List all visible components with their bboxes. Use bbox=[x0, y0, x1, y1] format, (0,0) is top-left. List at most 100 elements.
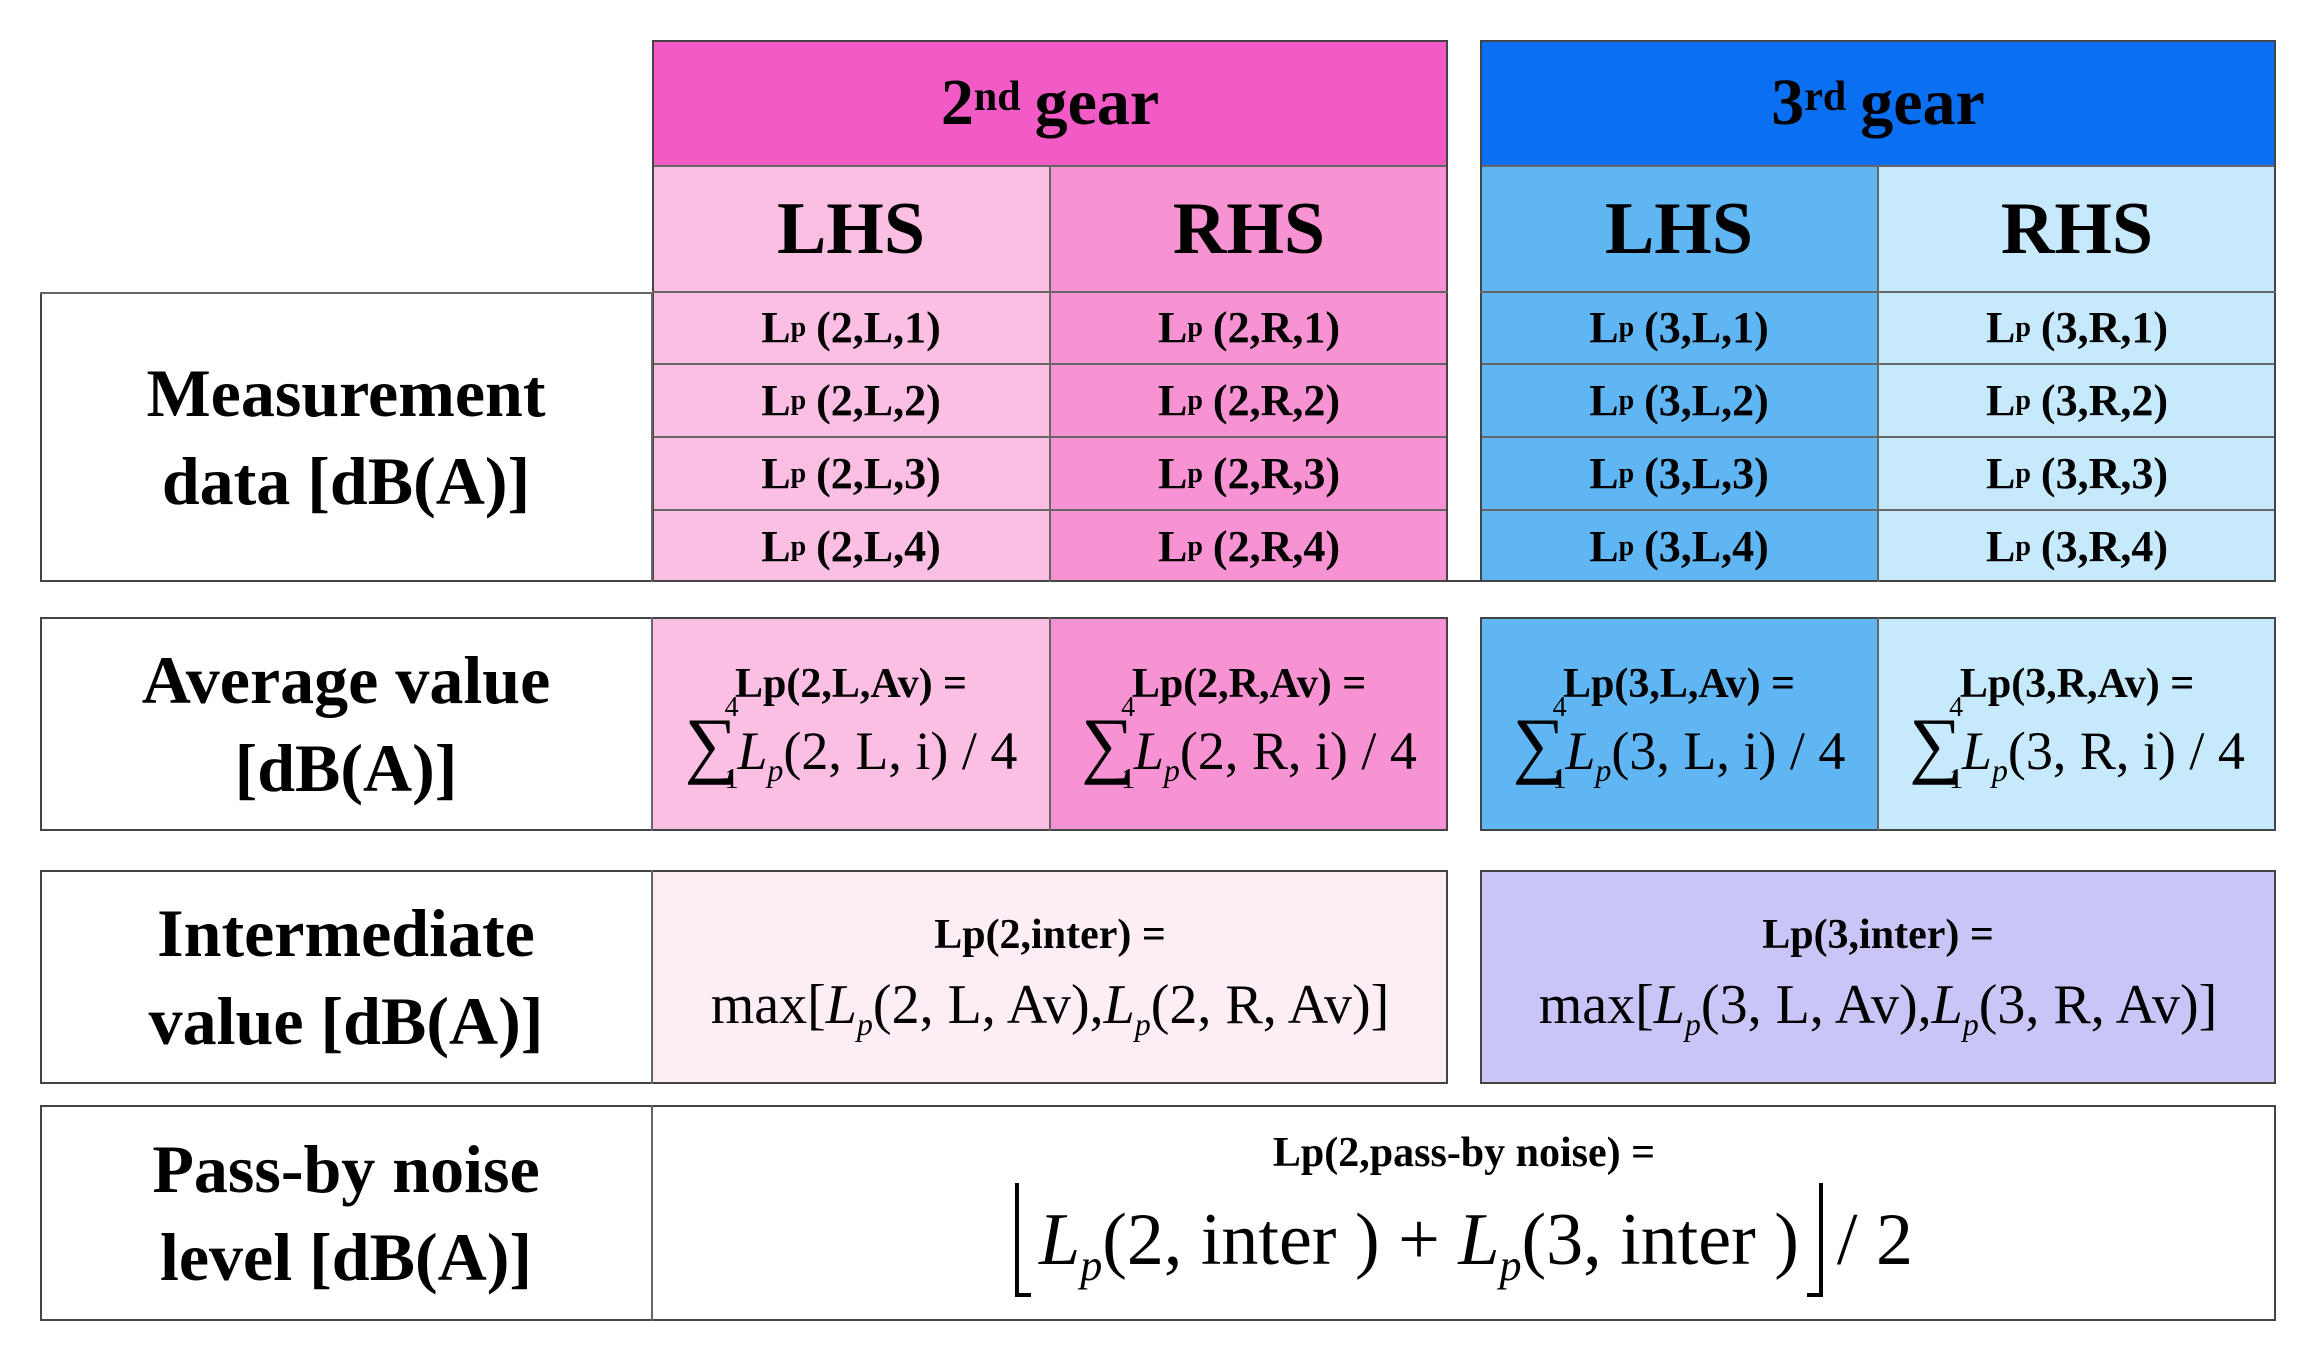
measurement-args: (3,L,2) bbox=[1644, 376, 1769, 425]
measurement-args: (2,R,4) bbox=[1212, 522, 1341, 571]
lp-subscript: p bbox=[1991, 751, 2008, 788]
sum-upper-limit: 4 bbox=[1552, 691, 1567, 723]
max-function: max[ bbox=[710, 973, 826, 1036]
lp-symbol: L bbox=[761, 522, 791, 571]
sum-symbol: ∑ 4 1 bbox=[1909, 691, 1964, 795]
gear-3-word: gear bbox=[1860, 66, 1985, 139]
sum-symbol: ∑ 4 1 bbox=[1081, 691, 1136, 795]
average-label-line1: Average value bbox=[141, 641, 551, 718]
average-label-line2: [dB(A)] bbox=[234, 730, 458, 806]
average-gear-2-lhs: Lp(2,L,Av) = ∑ 4 1 Lp(2, L, i) / 4 bbox=[652, 617, 1050, 831]
lp-subscript: p bbox=[1962, 1006, 1979, 1043]
average-gear-3-lhs: Lp(3,L,Av) = ∑ 4 1 Lp(3, L, i) / 4 bbox=[1480, 617, 1878, 831]
lp-subscript: p bbox=[1187, 384, 1203, 416]
intermediate-gear-3-formula: max[Lp(3, L, Av),Lp(3, R, Av)] bbox=[1539, 973, 2218, 1043]
average-g2-divider bbox=[1049, 617, 1051, 831]
lp-symbol: L bbox=[761, 376, 791, 425]
floor-bracket-right bbox=[1806, 1183, 1823, 1297]
measurement-label-divider bbox=[651, 292, 653, 582]
measurement-args: (2,L,2) bbox=[816, 376, 941, 425]
intermediate-gear-2-arg-b: (2, R, Av)] bbox=[1150, 973, 1390, 1036]
measurement-args: (2,R,2) bbox=[1212, 376, 1341, 425]
lp-subscript: p bbox=[1618, 530, 1635, 562]
measurement-args: (3,R,1) bbox=[2040, 303, 2169, 352]
lp-symbol: L bbox=[1157, 303, 1188, 352]
measurement-row-label: Measurement data [dB(A)] bbox=[40, 292, 652, 582]
sum-lower-limit: 1 bbox=[724, 763, 739, 795]
measurement-label-line2: data [dB(A)] bbox=[161, 443, 531, 519]
lp-symbol: L bbox=[1985, 303, 2016, 352]
measurement-g3-divider bbox=[1877, 292, 1879, 582]
measurement-args: (2,L,1) bbox=[816, 303, 941, 352]
lp-symbol: L bbox=[1157, 522, 1188, 571]
lp-subscript: p bbox=[1595, 751, 1612, 788]
intermediate-right-border bbox=[1480, 870, 2276, 1084]
average-gear-3-rhs-label: Lp(3,R,Av) = bbox=[1959, 660, 2195, 707]
intermediate-label-line2: value [dB(A)] bbox=[148, 983, 544, 1059]
average-gear-3-lhs-args: (3, L, i) / 4 bbox=[1611, 720, 1846, 781]
lp-subscript: p bbox=[790, 384, 807, 416]
lp-symbol: L bbox=[1589, 303, 1619, 352]
intermediate-left-border bbox=[40, 870, 1448, 1084]
average-gear-2-lhs-label: Lp(2,L,Av) = bbox=[734, 660, 967, 707]
average-gear-3-rhs-formula: ∑ 4 1 Lp(3, R, i) / 4 bbox=[1909, 693, 2245, 793]
measurement-args: (2,R,3) bbox=[1212, 449, 1341, 498]
sum-symbol: ∑ 4 1 bbox=[684, 691, 739, 795]
lp-symbol: L bbox=[737, 720, 768, 781]
lp-subscript: p bbox=[1618, 457, 1635, 489]
passby-label: Lp(2,pass-by noise) = bbox=[1272, 1130, 1656, 1176]
gear-3-rhs-header: RHS bbox=[1878, 166, 2276, 292]
lp-symbol: L bbox=[1589, 522, 1619, 571]
measurement-args: (3,R,4) bbox=[2040, 522, 2169, 571]
lp-subscript: p bbox=[2015, 384, 2031, 416]
measurement-args: (3,L,1) bbox=[1644, 303, 1769, 352]
lp-subscript: p bbox=[790, 457, 807, 489]
passby-label-line1: Pass-by noise bbox=[152, 1130, 540, 1207]
lp-symbol: L bbox=[1133, 720, 1164, 781]
lp-subscript: p bbox=[790, 311, 807, 343]
average-gear-2-rhs-formula: ∑ 4 1 Lp(2, R, i) / 4 bbox=[1081, 693, 1417, 793]
lp-subscript: p bbox=[790, 530, 807, 562]
average-gear-3-lhs-formula: ∑ 4 1 Lp(3, L, i) / 4 bbox=[1513, 693, 1846, 793]
lp-symbol: L bbox=[1961, 720, 1992, 781]
intermediate-row-label: Intermediate value [dB(A)] bbox=[40, 870, 652, 1084]
lp-subscript: p bbox=[1618, 311, 1635, 343]
gear-2-ordinal: nd bbox=[973, 74, 1021, 120]
average-gear-2-rhs-label: Lp(2,R,Av) = bbox=[1131, 660, 1367, 707]
lp-subscript: p bbox=[1163, 751, 1180, 788]
gear-3-header bbox=[1480, 40, 2276, 166]
lp-symbol: L bbox=[1985, 449, 2016, 498]
lp-subscript: p bbox=[856, 1006, 873, 1043]
lp-symbol: L bbox=[761, 303, 791, 352]
lp-symbol: L bbox=[1103, 973, 1135, 1036]
lp-subscript: p bbox=[1080, 1241, 1103, 1290]
intermediate-gear-3-arg-a: (3, L, Av), bbox=[1700, 973, 1932, 1036]
gear-2-word: gear bbox=[1034, 66, 1160, 139]
measurement-args: (3,L,3) bbox=[1644, 449, 1769, 498]
sum-lower-limit: 1 bbox=[1949, 763, 1964, 795]
intermediate-gear-2-arg-a: (2, L, Av), bbox=[872, 973, 1104, 1036]
lp-subscript: p bbox=[767, 751, 784, 788]
lp-subscript: p bbox=[1187, 457, 1203, 489]
passby-term-a: (2, inter ) + bbox=[1102, 1198, 1459, 1281]
sum-upper-limit: 4 bbox=[724, 691, 739, 723]
sum-lower-limit: 1 bbox=[1121, 763, 1136, 795]
passby-row-label: Pass-by noise level [dB(A)] bbox=[40, 1105, 652, 1321]
lp-subscript: p bbox=[1134, 1006, 1151, 1043]
intermediate-gear-2: Lp(2,inter) = max[Lp(2, L, Av),Lp(2, R, … bbox=[652, 870, 1448, 1084]
measurement-args: (3,R,3) bbox=[2040, 449, 2169, 498]
